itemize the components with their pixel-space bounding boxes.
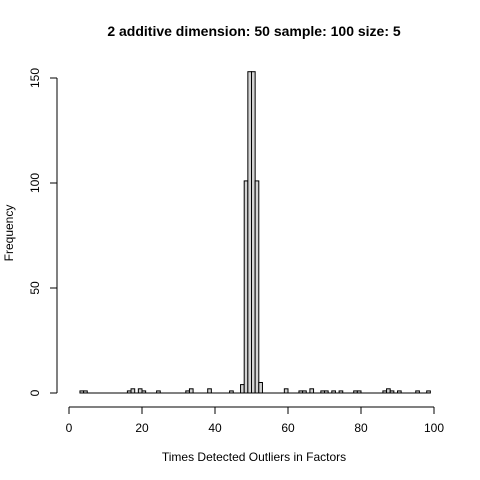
histogram-bar	[251, 71, 256, 394]
histogram-bar	[331, 390, 336, 394]
histogram-bar	[185, 390, 190, 394]
histogram-bar	[83, 390, 88, 394]
histogram-bar	[79, 390, 85, 394]
histogram-bar	[356, 390, 362, 394]
x-axis-label: Times Detected Outliers in Factors	[162, 450, 346, 464]
histogram-bar	[389, 390, 395, 394]
histogram-bar	[156, 390, 161, 394]
x-axis-ticks: 0 20 40 60 80 100	[66, 407, 444, 435]
histogram-bar	[240, 384, 245, 394]
histogram-bar	[324, 390, 329, 394]
x-tick-label: 20	[135, 421, 149, 435]
y-axis-label: Frequency	[2, 205, 16, 262]
y-tick-label: 150	[28, 68, 42, 88]
histogram-bar	[188, 388, 194, 394]
histogram-bar	[309, 388, 315, 394]
histogram-bar	[338, 390, 344, 394]
histogram-bar	[283, 388, 289, 394]
histogram-bar	[254, 180, 260, 394]
histogram-bar	[207, 388, 212, 394]
histogram-bar	[243, 180, 249, 394]
y-tick-label: 50	[28, 281, 42, 295]
y-tick-label: 100	[28, 173, 42, 193]
histogram-bar	[302, 390, 307, 394]
histogram-bar	[298, 390, 304, 394]
histogram-bar	[415, 390, 420, 394]
histogram-bar	[386, 388, 391, 394]
x-tick-label: 80	[354, 421, 368, 435]
histogram-bar	[258, 382, 263, 394]
x-tick-label: 60	[281, 421, 295, 435]
histogram-bar	[247, 71, 253, 394]
y-tick-label: 0	[28, 389, 42, 396]
histogram-bar	[229, 390, 234, 394]
chart-title: 2 additive dimension: 50 sample: 100 siz…	[107, 23, 401, 39]
histogram-bar	[130, 388, 136, 394]
bars-group	[79, 71, 431, 394]
x-tick-label: 100	[424, 421, 444, 435]
histogram-bar	[141, 390, 147, 394]
histogram-bar	[397, 390, 402, 394]
histogram-bar	[382, 390, 388, 394]
histogram-bar	[137, 388, 143, 394]
histogram-bar	[126, 390, 132, 394]
histogram-bar	[426, 390, 431, 394]
y-axis-ticks: 0 50 100 150	[28, 68, 57, 396]
x-tick-label: 0	[66, 421, 73, 435]
histogram-bar	[353, 390, 358, 394]
x-tick-label: 40	[208, 421, 222, 435]
histogram-bar	[320, 390, 326, 394]
